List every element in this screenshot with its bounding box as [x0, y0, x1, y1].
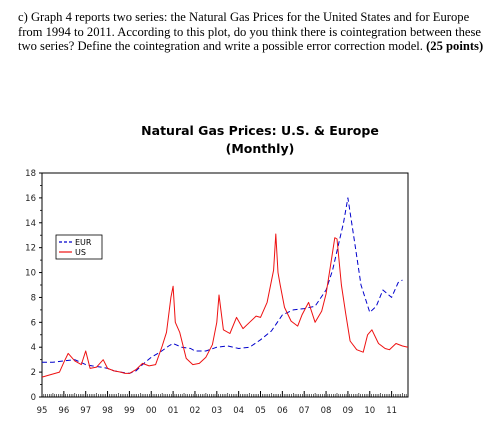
x-tick-label: 98 — [102, 406, 113, 416]
chart-series-layer — [41, 197, 409, 378]
y-tick-label: 0 — [31, 393, 36, 403]
x-tick-label: 09 — [342, 406, 353, 416]
chart-subtitle: (Monthly) — [225, 141, 295, 156]
legend-label-us: US — [75, 248, 86, 257]
chart-title: Natural Gas Prices: U.S. & Europe — [141, 123, 379, 138]
y-tick-label: 16 — [25, 194, 36, 204]
y-tick-label: 2 — [31, 368, 36, 378]
legend-label-eur: EUR — [75, 238, 92, 247]
x-tick-label: 10 — [364, 406, 375, 416]
y-tick-label: 14 — [25, 219, 36, 229]
y-tick-label: 6 — [31, 318, 36, 328]
x-tick-label: 11 — [386, 406, 397, 416]
series-line-eur — [42, 197, 403, 374]
y-tick-label: 10 — [25, 269, 36, 279]
x-tick-label: 00 — [146, 406, 157, 416]
x-tick-label: 01 — [168, 406, 179, 416]
x-tick-label: 99 — [124, 406, 135, 416]
chart-title-block: Natural Gas Prices: U.S. & Europe (Month… — [120, 122, 400, 158]
question-points: (25 points) — [426, 39, 484, 54]
x-tick-label: 97 — [80, 406, 91, 416]
x-tick-label: 03 — [211, 406, 222, 416]
series-line-us — [41, 233, 409, 378]
x-tick-label: 95 — [37, 406, 48, 416]
y-tick-label: 4 — [31, 343, 36, 353]
y-tick-label: 18 — [25, 169, 36, 179]
x-tick-label: 07 — [299, 406, 310, 416]
question-text: c) Graph 4 reports two series: the Natur… — [18, 10, 486, 54]
x-tick-label: 06 — [277, 406, 288, 416]
x-tick-label: 05 — [255, 406, 266, 416]
question-body: Graph 4 reports two series: the Natural … — [18, 10, 481, 54]
x-tick-label: 02 — [190, 406, 201, 416]
question-label: c) — [18, 10, 28, 24]
legend-box — [55, 234, 103, 260]
plot-frame — [41, 172, 409, 398]
x-tick-label: 96 — [58, 406, 69, 416]
x-tick-label: 04 — [233, 406, 244, 416]
x-tick-label: 08 — [321, 406, 332, 416]
y-tick-label: 8 — [31, 293, 36, 303]
y-tick-label: 12 — [25, 244, 36, 254]
